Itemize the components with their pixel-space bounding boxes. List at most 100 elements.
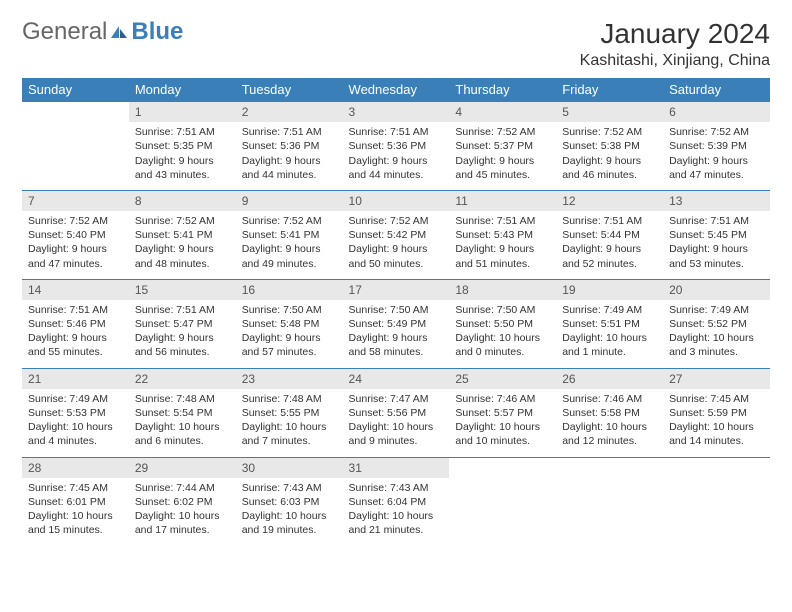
sunrise-line: Sunrise: 7:50 AM — [242, 303, 337, 317]
calendar-day-cell: 9Sunrise: 7:52 AMSunset: 5:41 PMDaylight… — [236, 190, 343, 279]
sunset-line: Sunset: 5:35 PM — [135, 139, 230, 153]
daylight-line: Daylight: 10 hours and 6 minutes. — [135, 420, 230, 448]
calendar-day-cell: 6Sunrise: 7:52 AMSunset: 5:39 PMDaylight… — [663, 102, 770, 191]
sunrise-line: Sunrise: 7:44 AM — [135, 481, 230, 495]
calendar-week-row: ..1Sunrise: 7:51 AMSunset: 5:35 PMDaylig… — [22, 102, 770, 191]
daylight-line: Daylight: 9 hours and 58 minutes. — [349, 331, 444, 359]
sunrise-line: Sunrise: 7:51 AM — [135, 125, 230, 139]
day-number: 30 — [236, 458, 343, 478]
day-number: 23 — [236, 369, 343, 389]
sunset-line: Sunset: 5:49 PM — [349, 317, 444, 331]
day-number: 28 — [22, 458, 129, 478]
day-details: Sunrise: 7:52 AMSunset: 5:40 PMDaylight:… — [22, 211, 129, 279]
sunset-line: Sunset: 5:36 PM — [242, 139, 337, 153]
daylight-line: Daylight: 9 hours and 46 minutes. — [562, 154, 657, 182]
sunset-line: Sunset: 5:43 PM — [455, 228, 550, 242]
calendar-day-cell: 15Sunrise: 7:51 AMSunset: 5:47 PMDayligh… — [129, 279, 236, 368]
calendar-day-cell: 26Sunrise: 7:46 AMSunset: 5:58 PMDayligh… — [556, 368, 663, 457]
day-details: Sunrise: 7:52 AMSunset: 5:38 PMDaylight:… — [556, 122, 663, 190]
sunrise-line: Sunrise: 7:46 AM — [562, 392, 657, 406]
day-details: Sunrise: 7:44 AMSunset: 6:02 PMDaylight:… — [129, 478, 236, 546]
day-number: 31 — [343, 458, 450, 478]
sunset-line: Sunset: 6:02 PM — [135, 495, 230, 509]
day-number: 11 — [449, 191, 556, 211]
calendar-day-cell: 27Sunrise: 7:45 AMSunset: 5:59 PMDayligh… — [663, 368, 770, 457]
calendar-day-cell: 17Sunrise: 7:50 AMSunset: 5:49 PMDayligh… — [343, 279, 450, 368]
sunrise-line: Sunrise: 7:43 AM — [242, 481, 337, 495]
sunset-line: Sunset: 5:58 PM — [562, 406, 657, 420]
day-details: Sunrise: 7:43 AMSunset: 6:03 PMDaylight:… — [236, 478, 343, 546]
sunset-line: Sunset: 5:53 PM — [28, 406, 123, 420]
calendar-day-cell: .. — [22, 102, 129, 191]
location: Kashitashi, Xinjiang, China — [580, 52, 770, 70]
sunset-line: Sunset: 5:47 PM — [135, 317, 230, 331]
calendar-day-cell: 16Sunrise: 7:50 AMSunset: 5:48 PMDayligh… — [236, 279, 343, 368]
sunset-line: Sunset: 6:03 PM — [242, 495, 337, 509]
daylight-line: Daylight: 9 hours and 44 minutes. — [349, 154, 444, 182]
sunset-line: Sunset: 5:51 PM — [562, 317, 657, 331]
sunrise-line: Sunrise: 7:52 AM — [455, 125, 550, 139]
sunset-line: Sunset: 5:36 PM — [349, 139, 444, 153]
calendar-week-row: 28Sunrise: 7:45 AMSunset: 6:01 PMDayligh… — [22, 457, 770, 545]
daylight-line: Daylight: 9 hours and 44 minutes. — [242, 154, 337, 182]
day-details: Sunrise: 7:46 AMSunset: 5:57 PMDaylight:… — [449, 389, 556, 457]
sunset-line: Sunset: 5:48 PM — [242, 317, 337, 331]
daylight-line: Daylight: 9 hours and 51 minutes. — [455, 242, 550, 270]
calendar-day-cell: 13Sunrise: 7:51 AMSunset: 5:45 PMDayligh… — [663, 190, 770, 279]
day-number: 18 — [449, 280, 556, 300]
daylight-line: Daylight: 10 hours and 7 minutes. — [242, 420, 337, 448]
sunrise-line: Sunrise: 7:51 AM — [669, 214, 764, 228]
sunrise-line: Sunrise: 7:51 AM — [28, 303, 123, 317]
daylight-line: Daylight: 9 hours and 43 minutes. — [135, 154, 230, 182]
day-number: 21 — [22, 369, 129, 389]
calendar-day-cell: .. — [449, 457, 556, 545]
calendar-day-cell: 14Sunrise: 7:51 AMSunset: 5:46 PMDayligh… — [22, 279, 129, 368]
calendar-day-cell: 31Sunrise: 7:43 AMSunset: 6:04 PMDayligh… — [343, 457, 450, 545]
daylight-line: Daylight: 10 hours and 1 minute. — [562, 331, 657, 359]
daylight-line: Daylight: 10 hours and 9 minutes. — [349, 420, 444, 448]
sunrise-line: Sunrise: 7:50 AM — [349, 303, 444, 317]
day-details: Sunrise: 7:49 AMSunset: 5:53 PMDaylight:… — [22, 389, 129, 457]
day-details: Sunrise: 7:50 AMSunset: 5:48 PMDaylight:… — [236, 300, 343, 368]
day-number: 24 — [343, 369, 450, 389]
day-details: Sunrise: 7:51 AMSunset: 5:36 PMDaylight:… — [236, 122, 343, 190]
day-number: 16 — [236, 280, 343, 300]
daylight-line: Daylight: 9 hours and 47 minutes. — [669, 154, 764, 182]
calendar-day-cell: 8Sunrise: 7:52 AMSunset: 5:41 PMDaylight… — [129, 190, 236, 279]
calendar-day-cell: 21Sunrise: 7:49 AMSunset: 5:53 PMDayligh… — [22, 368, 129, 457]
logo-text-1: General — [22, 18, 107, 46]
logo-text-2: Blue — [131, 18, 183, 46]
day-number: 27 — [663, 369, 770, 389]
day-number: 8 — [129, 191, 236, 211]
daylight-line: Daylight: 10 hours and 17 minutes. — [135, 509, 230, 537]
daylight-line: Daylight: 9 hours and 47 minutes. — [28, 242, 123, 270]
sunset-line: Sunset: 5:46 PM — [28, 317, 123, 331]
day-number: 13 — [663, 191, 770, 211]
weekday-header: Saturday — [663, 78, 770, 102]
day-number: 29 — [129, 458, 236, 478]
sunset-line: Sunset: 5:42 PM — [349, 228, 444, 242]
day-number: 6 — [663, 102, 770, 122]
daylight-line: Daylight: 9 hours and 52 minutes. — [562, 242, 657, 270]
sunset-line: Sunset: 5:50 PM — [455, 317, 550, 331]
sunrise-line: Sunrise: 7:43 AM — [349, 481, 444, 495]
daylight-line: Daylight: 10 hours and 15 minutes. — [28, 509, 123, 537]
daylight-line: Daylight: 10 hours and 10 minutes. — [455, 420, 550, 448]
sunset-line: Sunset: 5:55 PM — [242, 406, 337, 420]
weekday-header: Wednesday — [343, 78, 450, 102]
sunrise-line: Sunrise: 7:49 AM — [28, 392, 123, 406]
day-number: 5 — [556, 102, 663, 122]
calendar-week-row: 21Sunrise: 7:49 AMSunset: 5:53 PMDayligh… — [22, 368, 770, 457]
day-details: Sunrise: 7:46 AMSunset: 5:58 PMDaylight:… — [556, 389, 663, 457]
sunset-line: Sunset: 5:39 PM — [669, 139, 764, 153]
daylight-line: Daylight: 9 hours and 56 minutes. — [135, 331, 230, 359]
day-number: 10 — [343, 191, 450, 211]
calendar-table: Sunday Monday Tuesday Wednesday Thursday… — [22, 78, 770, 545]
sunset-line: Sunset: 5:56 PM — [349, 406, 444, 420]
day-details: Sunrise: 7:51 AMSunset: 5:44 PMDaylight:… — [556, 211, 663, 279]
calendar-week-row: 14Sunrise: 7:51 AMSunset: 5:46 PMDayligh… — [22, 279, 770, 368]
sunset-line: Sunset: 5:54 PM — [135, 406, 230, 420]
calendar-day-cell: 30Sunrise: 7:43 AMSunset: 6:03 PMDayligh… — [236, 457, 343, 545]
daylight-line: Daylight: 10 hours and 3 minutes. — [669, 331, 764, 359]
sunset-line: Sunset: 5:45 PM — [669, 228, 764, 242]
